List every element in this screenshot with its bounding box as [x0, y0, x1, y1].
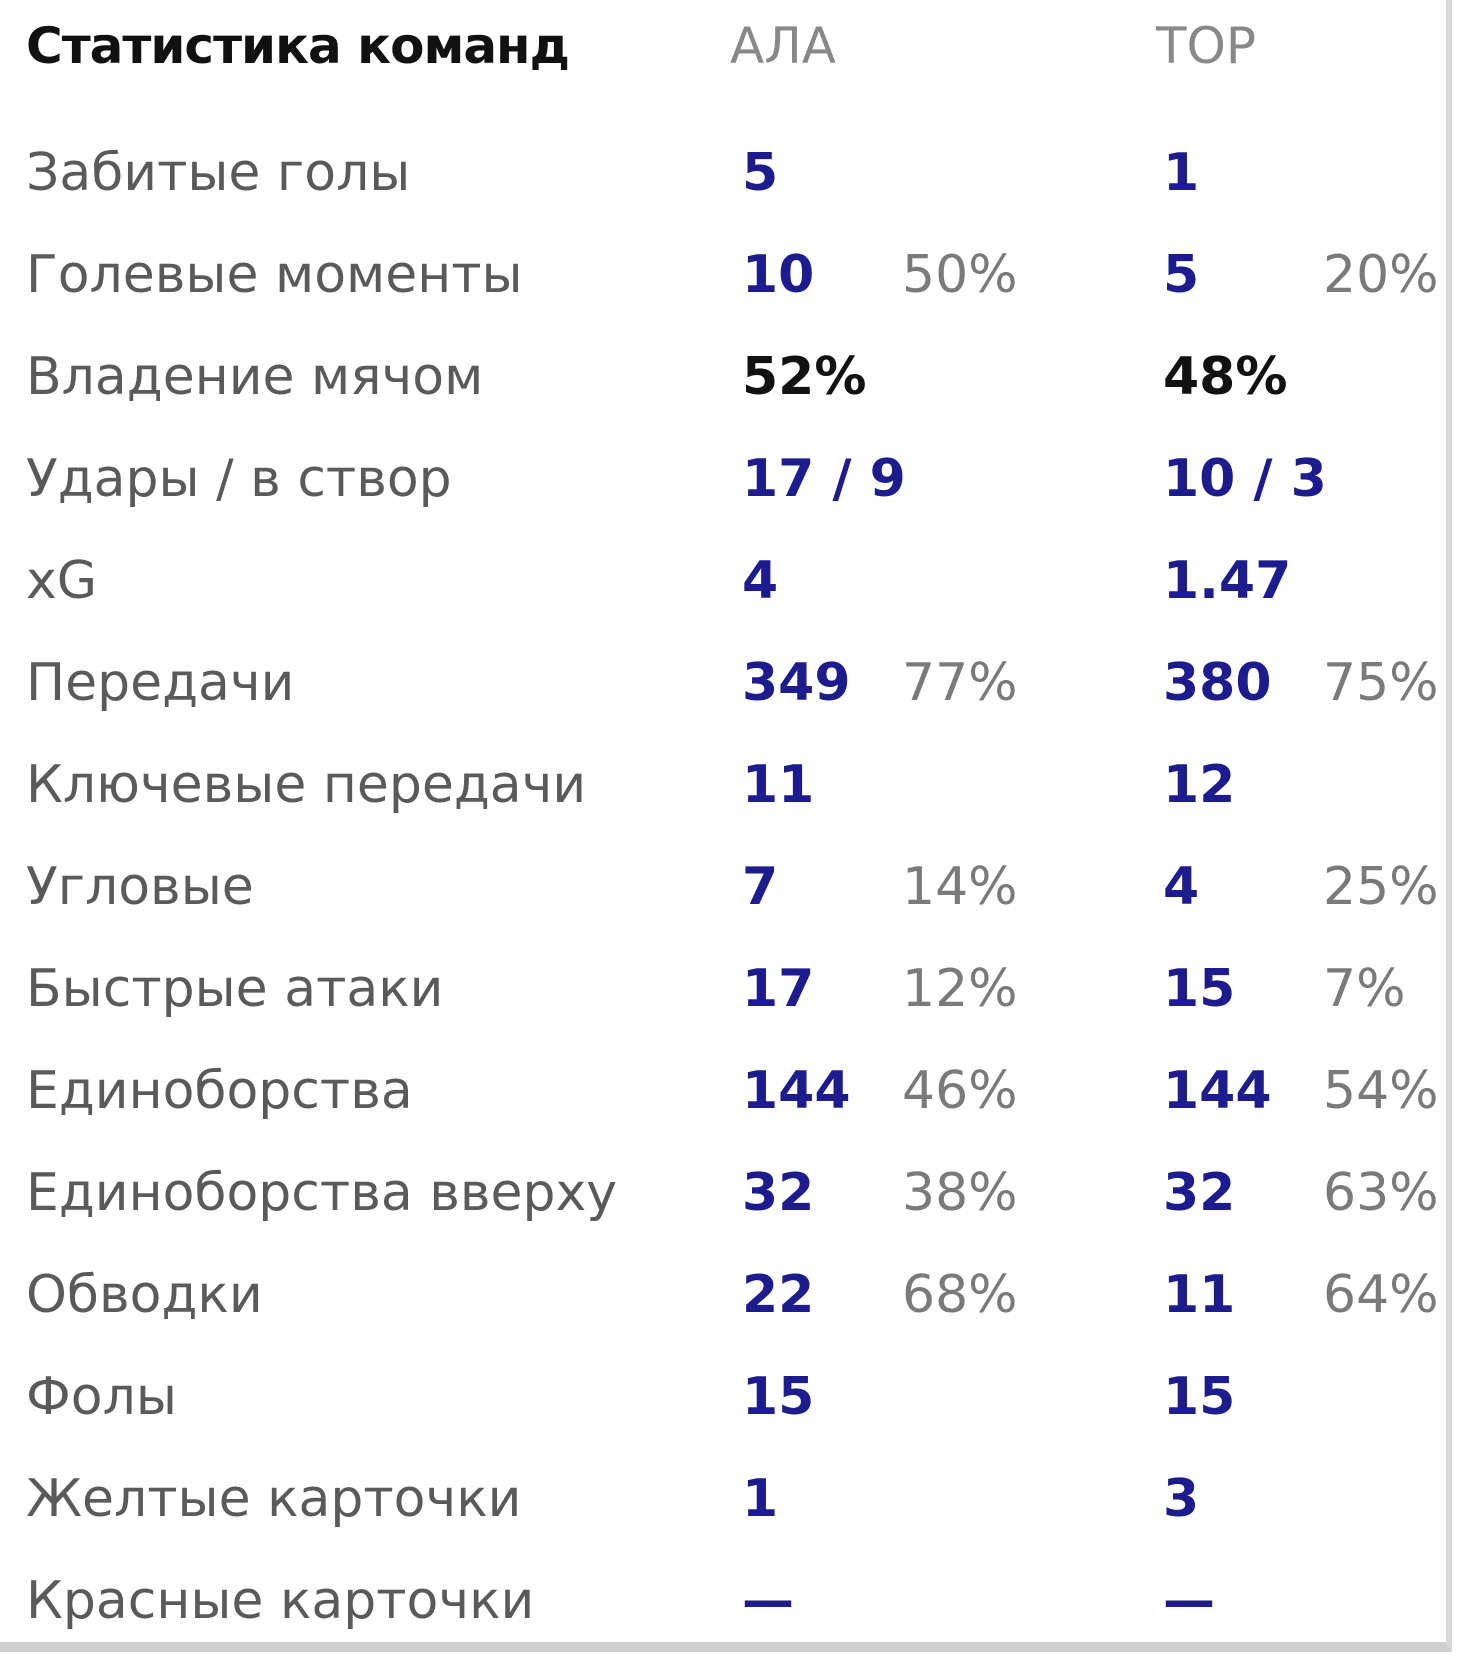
- team2-value: 15: [1163, 1367, 1236, 1427]
- stat-label: Обводки: [26, 1265, 263, 1325]
- team1-value: 17: [742, 959, 815, 1019]
- team1-percent: 77%: [902, 653, 1018, 713]
- stat-label: Владение мячом: [26, 347, 484, 407]
- team1-value: 11: [742, 755, 815, 815]
- team1-value: 10: [742, 245, 815, 305]
- stat-label: Единоборства: [26, 1061, 413, 1121]
- team2-value: 4: [1163, 857, 1200, 917]
- stat-label: Голевые моменты: [26, 245, 523, 305]
- team1-value: 5: [742, 143, 779, 203]
- team2-value: 32: [1163, 1163, 1236, 1223]
- team1-value: 349: [742, 653, 851, 713]
- team2-value: 1.47: [1163, 551, 1292, 611]
- team1-percent: 14%: [902, 857, 1018, 917]
- stat-label: Красные карточки: [26, 1571, 535, 1631]
- team1-percent: 38%: [902, 1163, 1018, 1223]
- stat-label: Ключевые передачи: [26, 755, 587, 815]
- stat-label: Забитые голы: [26, 143, 411, 203]
- team2-value: 5: [1163, 245, 1200, 305]
- team2-percent: 63%: [1323, 1163, 1439, 1223]
- team1-value: 4: [742, 551, 779, 611]
- stat-label: Единоборства вверху: [26, 1163, 618, 1223]
- team1-value: 32: [742, 1163, 815, 1223]
- stat-label: xG: [26, 551, 98, 611]
- team1-value: 7: [742, 857, 779, 917]
- team1-percent: 50%: [902, 245, 1018, 305]
- team1-value: —: [742, 1571, 794, 1631]
- team2-percent: 75%: [1323, 653, 1439, 713]
- team2-value: 10 / 3: [1163, 449, 1327, 509]
- team-header: ТОР: [1156, 17, 1257, 75]
- stat-label: Желтые карточки: [26, 1469, 522, 1529]
- team1-percent: 12%: [902, 959, 1018, 1019]
- team1-percent: 68%: [902, 1265, 1018, 1325]
- stat-label: Удары / в створ: [26, 449, 452, 509]
- team2-percent: 20%: [1323, 245, 1439, 305]
- team2-value: 11: [1163, 1265, 1236, 1325]
- team2-value: 3: [1163, 1469, 1200, 1529]
- team2-percent: 25%: [1323, 857, 1439, 917]
- team1-value: 52%: [742, 347, 867, 407]
- team2-value: 1: [1163, 143, 1200, 203]
- team2-value: 15: [1163, 959, 1236, 1019]
- title: Статистика команд: [26, 17, 570, 75]
- team1-percent: 46%: [902, 1061, 1018, 1121]
- team2-value: —: [1163, 1571, 1215, 1631]
- team2-percent: 64%: [1323, 1265, 1439, 1325]
- stat-label: Угловые: [26, 857, 254, 917]
- team1-value: 15: [742, 1367, 815, 1427]
- team2-percent: 7%: [1323, 959, 1406, 1019]
- team-header: АЛА: [730, 17, 837, 75]
- team1-value: 17 / 9: [742, 449, 906, 509]
- team2-value: 48%: [1163, 347, 1288, 407]
- stat-label: Передачи: [26, 653, 295, 713]
- team2-percent: 54%: [1323, 1061, 1439, 1121]
- team2-value: 144: [1163, 1061, 1272, 1121]
- team1-value: 144: [742, 1061, 851, 1121]
- stat-label: Фолы: [26, 1367, 177, 1427]
- team2-value: 12: [1163, 755, 1236, 815]
- team1-value: 1: [742, 1469, 779, 1529]
- stat-label: Быстрые атаки: [26, 959, 444, 1019]
- team2-value: 380: [1163, 653, 1272, 713]
- team1-value: 22: [742, 1265, 815, 1325]
